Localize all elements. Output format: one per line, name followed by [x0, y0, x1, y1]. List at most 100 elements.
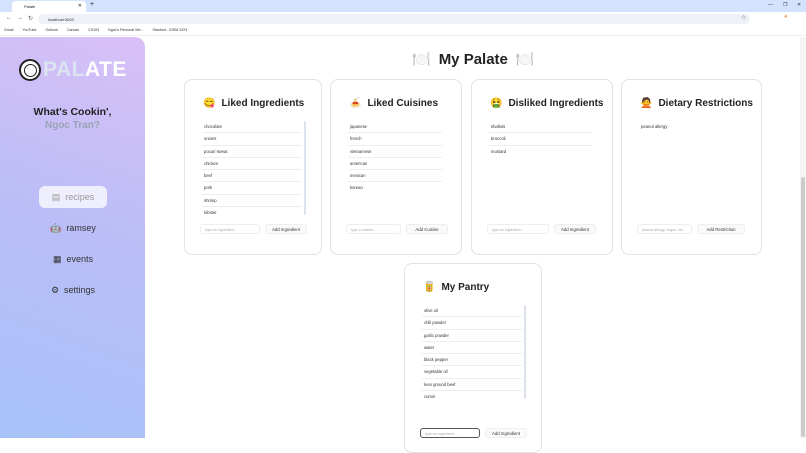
- browser-tab[interactable]: Palate ✕: [12, 1, 86, 12]
- logo-text: PAL: [43, 58, 85, 81]
- add-button[interactable]: Add Restriction: [697, 224, 745, 234]
- bookmark[interactable]: Ngoc's Personal We...: [108, 28, 144, 32]
- list-item[interactable]: olive oil: [422, 305, 522, 318]
- list-item[interactable]: chili powder: [422, 317, 522, 330]
- list-item[interactable]: water: [422, 342, 522, 355]
- new-tab-icon[interactable]: +: [90, 1, 95, 8]
- book-icon: ▤: [51, 191, 61, 202]
- preference-card: 🍝 Liked Cuisines japanese french vietnamese…: [330, 79, 462, 255]
- list-item[interactable]: chicken: [202, 158, 302, 171]
- list-item[interactable]: black pepper: [422, 354, 522, 367]
- nav-label: events: [66, 254, 94, 264]
- list-item[interactable]: french: [348, 133, 442, 146]
- nav-ramsey[interactable]: 🤖 ramsey: [39, 217, 107, 239]
- add-input[interactable]: type a cuisine...: [346, 224, 401, 234]
- close-window-icon[interactable]: ✕: [797, 2, 802, 8]
- list-item[interactable]: cumin: [424, 394, 436, 400]
- nav-recipes[interactable]: ▤ recipes: [39, 186, 107, 208]
- card-title-text: Dietary Restrictions: [658, 98, 753, 109]
- card-title-text: Liked Ingredients: [221, 98, 305, 109]
- bookmark[interactable]: YouTube: [22, 28, 37, 32]
- calendar-icon: ▦: [52, 253, 62, 264]
- nav-settings[interactable]: ⚙ settings: [39, 279, 107, 301]
- browser-tab-bar: Palate ✕ + — ❐ ✕: [0, 0, 806, 12]
- minimize-icon[interactable]: —: [768, 2, 773, 8]
- list-item[interactable]: vietnamese: [348, 146, 442, 158]
- address-bar-row: ← → ↻ localhost:3000 ☆ ●: [0, 12, 806, 26]
- logo-ring-icon: [19, 59, 41, 81]
- card-title: 🙅 Dietary Restrictions: [640, 98, 753, 109]
- nav-events[interactable]: ▦ events: [39, 248, 107, 270]
- close-tab-icon[interactable]: ✕: [77, 3, 82, 9]
- list-item[interactable]: broccoli: [489, 133, 593, 146]
- restore-icon[interactable]: ❐: [783, 2, 788, 8]
- bookmark[interactable]: Outlook: [45, 28, 58, 32]
- list-item[interactable]: mexican: [348, 170, 442, 183]
- list-item[interactable]: chocolate: [202, 121, 302, 134]
- card-title-text: My Pantry: [441, 282, 490, 293]
- list-item[interactable]: shallots: [489, 121, 593, 134]
- pantry-card: 🥫 My Pantry olive oil chili powder garlic p…: [404, 263, 542, 453]
- list-item[interactable]: korean: [350, 185, 363, 191]
- greeting: What's Cookin',: [33, 106, 112, 118]
- add-button[interactable]: Add Cuisine: [406, 224, 448, 234]
- list-scrollbar[interactable]: [304, 121, 306, 215]
- card-title-text: Liked Cuisines: [367, 98, 439, 109]
- bookmark[interactable]: CS103: [88, 28, 100, 32]
- list-item[interactable]: japanese: [348, 121, 442, 134]
- plate-icon: 🍽️: [515, 51, 535, 68]
- card-title-text: Disliked Ingredients: [508, 98, 604, 109]
- emoji-icon: 🤮: [490, 98, 503, 109]
- item-list: peanut allergy: [639, 121, 742, 133]
- add-input[interactable]: type an ingredient...: [200, 224, 260, 234]
- list-item[interactable]: pocari sweat: [202, 146, 302, 158]
- add-button[interactable]: Add Ingredient: [265, 224, 307, 234]
- add-input[interactable]: peanut allergy, vegan, etc...: [637, 224, 692, 234]
- tab-title: Palate: [24, 4, 36, 9]
- bookmark-star-icon[interactable]: ☆: [741, 15, 747, 21]
- add-input[interactable]: type an ingredient...: [420, 428, 480, 438]
- sidebar: PAL ATE What's Cookin', Ngoc Tran? ▤ recip…: [0, 37, 145, 438]
- list-item[interactable]: american: [348, 158, 442, 171]
- list-item[interactable]: vegetable oil: [422, 366, 522, 379]
- item-list: japanese french vietnamese american mexican k…: [348, 121, 442, 195]
- list-item[interactable]: garlic powder: [422, 330, 522, 342]
- emoji-icon: 🥫: [423, 282, 436, 293]
- bookmark[interactable]: Stanford - iGEM 2023: [152, 28, 188, 32]
- scrollbar-thumb[interactable]: [801, 177, 805, 437]
- forward-icon[interactable]: →: [17, 15, 23, 21]
- reload-icon[interactable]: ↻: [28, 16, 34, 22]
- list-item[interactable]: peanut allergy: [641, 124, 668, 129]
- nav-label: settings: [64, 285, 96, 295]
- nav-label: ramsey: [66, 223, 96, 233]
- page-title-text: My Palate: [438, 50, 508, 68]
- card-title: 🤮 Disliked Ingredients: [490, 98, 603, 109]
- emoji-icon: 🍝: [349, 98, 362, 109]
- nav-label: recipes: [65, 192, 95, 202]
- add-button[interactable]: Add Ingredient: [485, 428, 527, 438]
- preference-card: 🤮 Disliked Ingredients shallots broccoli mu…: [471, 79, 613, 255]
- bookmark[interactable]: Gmail: [4, 28, 14, 32]
- add-button[interactable]: Add Ingredient: [554, 224, 596, 234]
- page-scrollbar[interactable]: [800, 37, 806, 438]
- add-input[interactable]: type an ingredient...: [487, 224, 549, 234]
- url-input[interactable]: localhost:3000: [38, 14, 750, 24]
- list-item[interactable]: beef: [202, 170, 302, 183]
- profile-avatar[interactable]: ●: [784, 14, 788, 20]
- plate-icon: 🍽️: [412, 51, 431, 68]
- preference-card: 😋 Liked Ingredients chocolate onions pocari…: [184, 79, 322, 255]
- bookmark[interactable]: Canvas: [66, 28, 80, 32]
- list-item[interactable]: mustard: [491, 148, 507, 154]
- list-item[interactable]: onions: [202, 133, 302, 146]
- list-item[interactable]: lobster: [204, 210, 217, 216]
- list-item[interactable]: pork: [202, 182, 302, 195]
- list-item[interactable]: lean ground beef: [422, 379, 522, 392]
- card-title: 😋 Liked Ingredients: [203, 98, 304, 109]
- emoji-icon: 🙅: [640, 98, 653, 109]
- back-icon[interactable]: ←: [6, 15, 12, 21]
- list-item[interactable]: shrimp: [202, 195, 302, 208]
- url-text: localhost:3000: [48, 17, 74, 22]
- list-scrollbar[interactable]: [524, 305, 526, 399]
- emoji-icon: 😋: [203, 98, 216, 109]
- logo-text: ATE: [84, 58, 127, 81]
